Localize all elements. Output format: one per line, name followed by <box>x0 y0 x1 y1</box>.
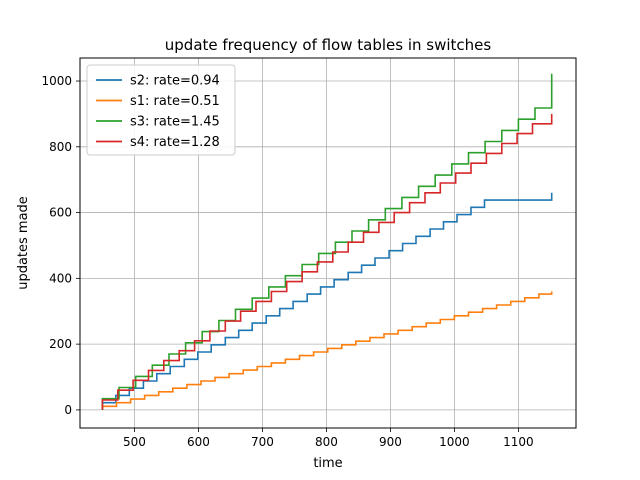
y-tick-label: 600 <box>49 206 72 220</box>
chart-title: update frequency of flow tables in switc… <box>165 36 492 54</box>
x-tick-label: 800 <box>315 435 338 449</box>
y-tick-label: 1000 <box>41 74 72 88</box>
grid <box>80 58 576 428</box>
x-tick-label: 1000 <box>439 435 470 449</box>
x-tick-label: 700 <box>251 435 274 449</box>
x-tick-label: 1100 <box>503 435 534 449</box>
x-tick-label: 500 <box>123 435 146 449</box>
y-axis: 0 200 400 600 800 1000 <box>41 74 80 417</box>
y-tick-label: 800 <box>49 140 72 154</box>
legend-label: s3: rate=1.45 <box>130 115 220 130</box>
series-layer <box>101 73 553 410</box>
x-tick-label: 900 <box>379 435 402 449</box>
series-line-3 <box>101 73 553 410</box>
series-line-2 <box>101 291 553 410</box>
legend-label: s4: rate=1.28 <box>130 135 220 150</box>
legend-box <box>86 64 236 156</box>
x-tick-label: 600 <box>187 435 210 449</box>
legend-label: s1: rate=0.51 <box>130 94 220 109</box>
y-tick-label: 0 <box>64 403 72 417</box>
y-axis-label: updates made <box>16 196 31 290</box>
y-tick-label: 200 <box>49 337 72 351</box>
series-line-4 <box>101 113 553 410</box>
x-axis-label: time <box>313 456 342 471</box>
legend-label: s2: rate=0.94 <box>130 74 220 89</box>
x-axis: 500 600 700 800 900 1000 1100 <box>123 428 534 449</box>
legend: s2: rate=0.94 s1: rate=0.51 s3: rate=1.45 s… <box>86 64 236 156</box>
y-tick-label: 400 <box>49 271 72 285</box>
plot-frame <box>79 57 577 429</box>
series-line-1 <box>101 192 553 410</box>
